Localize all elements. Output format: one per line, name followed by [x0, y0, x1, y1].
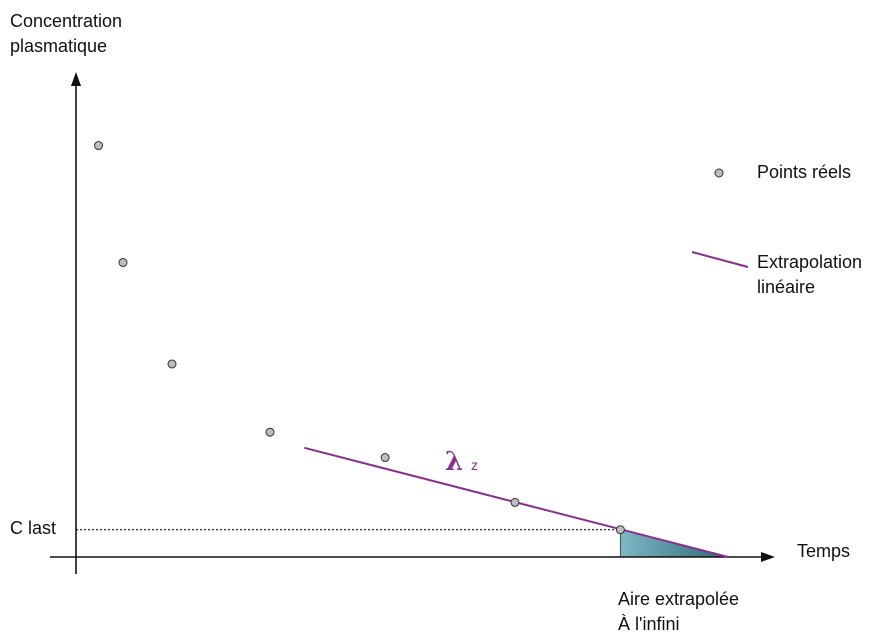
- legend-points-label: Points réels: [757, 162, 851, 182]
- legend-line-label-line2: linéaire: [757, 277, 815, 297]
- lambda-symbol: λ: [445, 447, 463, 477]
- clast-label: C last: [10, 518, 56, 538]
- data-point: [615, 525, 625, 535]
- data-point: [118, 258, 128, 268]
- data-point: [94, 141, 103, 151]
- legend-point-marker: [714, 168, 724, 178]
- data-points: [94, 141, 625, 535]
- y-axis-arrow: [71, 72, 81, 86]
- y-axis-label-line2: plasmatique: [10, 36, 107, 56]
- area-label-line2: À l'infini: [618, 614, 679, 634]
- x-axis-label: Temps: [797, 541, 850, 561]
- x-axis-arrow: [761, 552, 775, 562]
- data-point: [510, 497, 520, 507]
- y-axis-label-line1: Concentration: [10, 11, 122, 31]
- data-point: [380, 453, 390, 463]
- lambda-subscript: z: [471, 457, 478, 473]
- data-point: [265, 427, 275, 437]
- data-point: [167, 359, 177, 369]
- area-label-line1: Aire extrapolée: [618, 589, 739, 609]
- legend-line-label-line1: Extrapolation: [757, 252, 862, 272]
- legend-line-marker: [691, 251, 749, 268]
